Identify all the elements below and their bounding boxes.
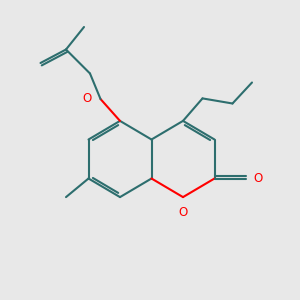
Text: O: O [178, 206, 188, 219]
Text: O: O [254, 172, 263, 185]
Text: O: O [82, 92, 92, 106]
